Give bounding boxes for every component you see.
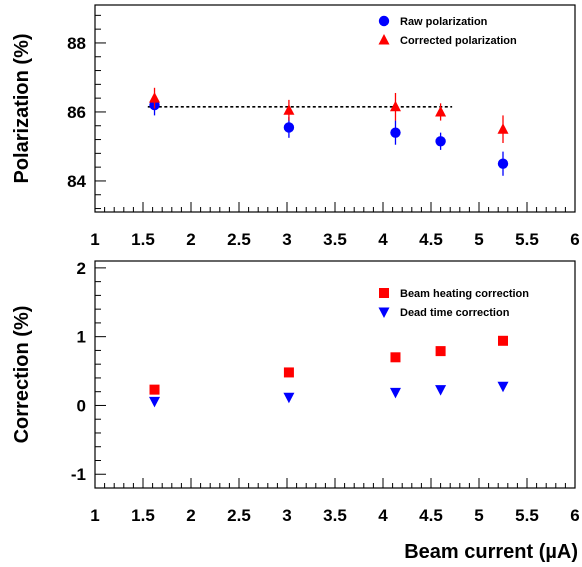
data-point [497, 158, 509, 169]
plot-panel-1: 1 1.5 2 2.5 3 3.5 4 4.5 5 5.5 6 84 86 88 Polarization … [11, 4, 580, 249]
x-tick-label: 1 [90, 506, 99, 525]
data-point [497, 381, 509, 393]
series-raw-polarization [149, 94, 509, 176]
x-tick-label: 5.5 [515, 230, 539, 249]
data-point [435, 385, 447, 396]
legend-label: Raw polarization [400, 16, 488, 28]
x-tick-label: 5 [474, 230, 483, 249]
y-tick-label: 2 [77, 259, 86, 278]
data-point [435, 346, 446, 357]
x-tick-label: 6 [570, 230, 579, 249]
data-point [435, 105, 447, 117]
y-axis-title: Polarization (%) [11, 33, 33, 183]
y-tick-label: 1 [77, 328, 86, 347]
plot-panel-2: 1 1.5 2 2.5 3 3.5 4 4.5 5 5.5 6 -1 0 1 2 Correction (%)… [11, 259, 580, 563]
x-tick-label: 4.5 [419, 230, 443, 249]
x-tick-label: 3 [282, 506, 291, 525]
y-tick-label: 84 [67, 172, 86, 191]
x-tick-label: 1 [90, 230, 99, 249]
legend-marker [379, 288, 389, 298]
x-tick-label: 4 [378, 506, 388, 525]
x-tick-label: 5.5 [515, 506, 539, 525]
data-point [389, 100, 401, 112]
y-tick-label: 88 [67, 34, 86, 53]
y-tick-label: 86 [67, 103, 86, 122]
data-point [283, 122, 295, 133]
series-beam-heating-correction [149, 335, 508, 395]
x-tick-label: 3 [282, 230, 291, 249]
data-point [435, 136, 446, 147]
x-tick-label: 3.5 [323, 506, 347, 525]
y-axis-title: Correction (%) [11, 306, 33, 444]
x-tick-label: 2.5 [227, 230, 251, 249]
legend-label: Beam heating correction [400, 288, 529, 300]
x-tick-label: 1.5 [131, 506, 155, 525]
y-tick-label: -1 [71, 465, 86, 484]
data-point [390, 352, 401, 363]
x-tick-label: 5 [474, 506, 483, 525]
series-corrected-polarization [149, 87, 509, 143]
x-tick-label: 3.5 [323, 230, 347, 249]
x-tick-label: 2.5 [227, 506, 251, 525]
legend-marker [378, 307, 390, 318]
data-point [149, 384, 160, 395]
data-point [149, 92, 161, 103]
legend-label: Corrected polarization [400, 35, 517, 47]
legend-label: Dead time correction [400, 307, 510, 319]
data-point [390, 127, 401, 138]
data-point [283, 392, 295, 404]
data-point [149, 396, 161, 408]
data-point [389, 387, 401, 399]
series-dead-time-correction [149, 381, 509, 408]
data-point [283, 367, 294, 378]
data-point [498, 335, 508, 346]
y-tick-label: 0 [77, 396, 86, 415]
x-tick-label: 1.5 [131, 230, 155, 249]
x-tick-label: 2 [186, 506, 195, 525]
x-tick-label: 4 [378, 230, 388, 249]
x-tick-label: 4.5 [419, 506, 443, 525]
x-tick-label: 2 [186, 230, 195, 249]
x-axis-title: Beam current (µA) [404, 541, 578, 563]
data-point [283, 104, 295, 115]
legend-marker [378, 34, 390, 45]
data-point [497, 123, 509, 134]
x-tick-label: 6 [570, 506, 579, 525]
legend-marker [378, 15, 390, 27]
